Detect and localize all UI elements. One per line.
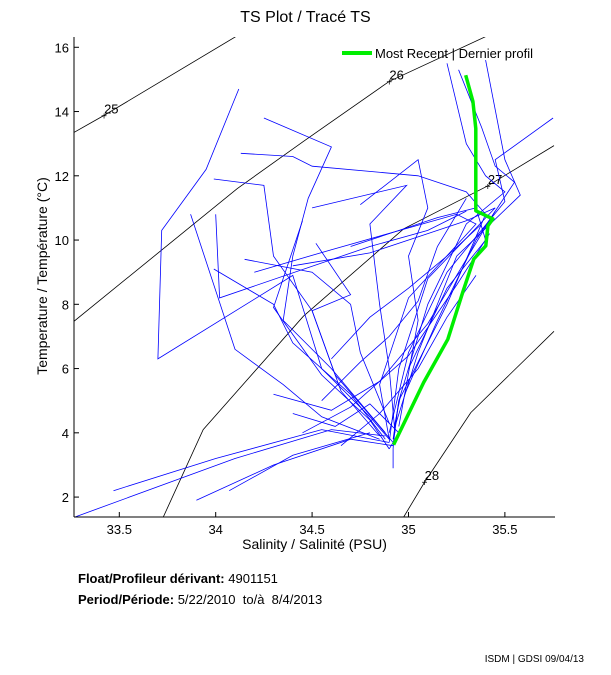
y-tick-label: 12 — [55, 169, 69, 184]
profiles — [74, 60, 554, 517]
profile-line — [190, 214, 380, 440]
x-tick-label: 34.5 — [299, 522, 324, 537]
chart-title: TS Plot / Tracé TS — [240, 9, 371, 26]
x-tick-label: 35.5 — [492, 522, 517, 537]
legend-label-most-recent: Most Recent | Dernier profil — [375, 46, 533, 61]
profile-line — [292, 207, 496, 443]
y-tick-label: 2 — [62, 490, 69, 505]
contour-marker: + — [386, 77, 392, 88]
most-recent-profile-group — [392, 74, 495, 446]
y-tick-label: 8 — [62, 297, 69, 312]
contour-marker: + — [101, 111, 107, 122]
x-tick-label: 35 — [401, 522, 415, 537]
period-label: Period/Période: — [78, 592, 175, 607]
y-tick-label: 16 — [55, 40, 69, 55]
density-contour-25 — [74, 37, 236, 133]
x-axis-label: Salinity / Salinité (PSU) — [242, 536, 387, 552]
x-tick-label: 33.5 — [107, 522, 132, 537]
profile-line — [196, 438, 394, 501]
period-info: Period/Période: 5/22/2010 to/à 8/4/2013 — [78, 592, 322, 607]
profile-line — [215, 210, 467, 299]
profile-line — [254, 213, 477, 440]
profile-line — [273, 210, 496, 411]
density-contour-28 — [403, 331, 555, 517]
y-axis-label: Temperature / Température (°C) — [34, 177, 50, 375]
y-tick-label: 6 — [62, 362, 69, 377]
x-tick-label: 34 — [208, 522, 222, 537]
period-value: 5/22/2010 to/à 8/4/2013 — [177, 592, 323, 607]
contour-label-26: 26 — [389, 67, 403, 82]
profile-line — [273, 220, 390, 450]
contour-label-28: 28 — [425, 468, 439, 483]
credit-text: ISDM | GDSI 09/04/13 — [484, 654, 584, 665]
profile-line — [244, 258, 390, 424]
contour-marker: + — [485, 182, 491, 193]
profile-line — [388, 117, 554, 433]
float-id: 4901151 — [228, 571, 278, 586]
profile-line — [312, 184, 408, 433]
y-tick-label: 14 — [55, 105, 69, 120]
profile-line — [331, 223, 482, 360]
y-tick-label: 4 — [62, 426, 69, 441]
float-info: Float/Profileur dérivant: 4901151 — [78, 571, 278, 586]
profile-line — [392, 394, 402, 469]
most-recent-profile — [392, 74, 495, 446]
float-label: Float/Profileur dérivant: — [78, 571, 225, 586]
profile-line — [311, 243, 380, 437]
profile-line — [321, 198, 467, 401]
density-contour-27 — [162, 145, 555, 517]
density-contour-26 — [74, 37, 486, 322]
profile-line — [74, 429, 386, 517]
profile-line — [263, 117, 386, 434]
legend: Most Recent | Dernier profil — [342, 46, 533, 61]
contour-marker: + — [422, 478, 428, 489]
profile-line — [157, 88, 390, 440]
profile-line — [392, 63, 506, 446]
profile-line — [302, 233, 490, 434]
y-tick-label: 10 — [55, 233, 69, 248]
profile-line — [360, 158, 429, 427]
axes: 33.5 34 34.5 35 35.5 2 4 6 8 10 12 14 16 — [55, 37, 555, 537]
profile-line — [213, 268, 386, 440]
contour-label-25: 25 — [104, 101, 118, 116]
density-contours: +25+26+27+28 — [74, 37, 555, 517]
profile-line — [229, 432, 371, 492]
profile-line — [240, 152, 487, 440]
profile-line — [113, 429, 390, 492]
profile-line — [340, 275, 477, 447]
